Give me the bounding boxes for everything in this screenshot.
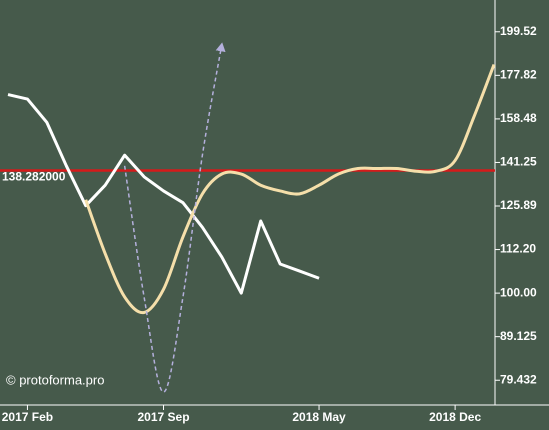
- y-tick-label: 125.89: [500, 198, 537, 212]
- y-tick-label: 89.125: [500, 329, 537, 343]
- watermark: © protoforma.pro: [6, 372, 104, 387]
- y-tick-label: 79.432: [500, 372, 537, 386]
- plot-area: [0, 42, 495, 393]
- x-tick-label: 2018 Dec: [429, 410, 481, 424]
- y-tick-label: 141.25: [500, 155, 537, 169]
- x-tick-label: 2018 May: [292, 410, 346, 424]
- x-tick-label: 2017 Feb: [2, 410, 53, 424]
- y-tick-label: 177.82: [500, 68, 537, 82]
- series-line: [123, 42, 226, 393]
- y-tick-label: 158.48: [500, 111, 537, 125]
- series-line: [7, 93, 320, 295]
- y-tick-label: 112.20: [500, 242, 536, 256]
- reference-label: 138.282000: [2, 170, 66, 184]
- y-tick-label: 199.52: [500, 24, 537, 38]
- series-line: [84, 63, 495, 315]
- x-tick-label: 2017 Sep: [137, 410, 189, 424]
- y-tick-label: 100.00: [500, 285, 537, 299]
